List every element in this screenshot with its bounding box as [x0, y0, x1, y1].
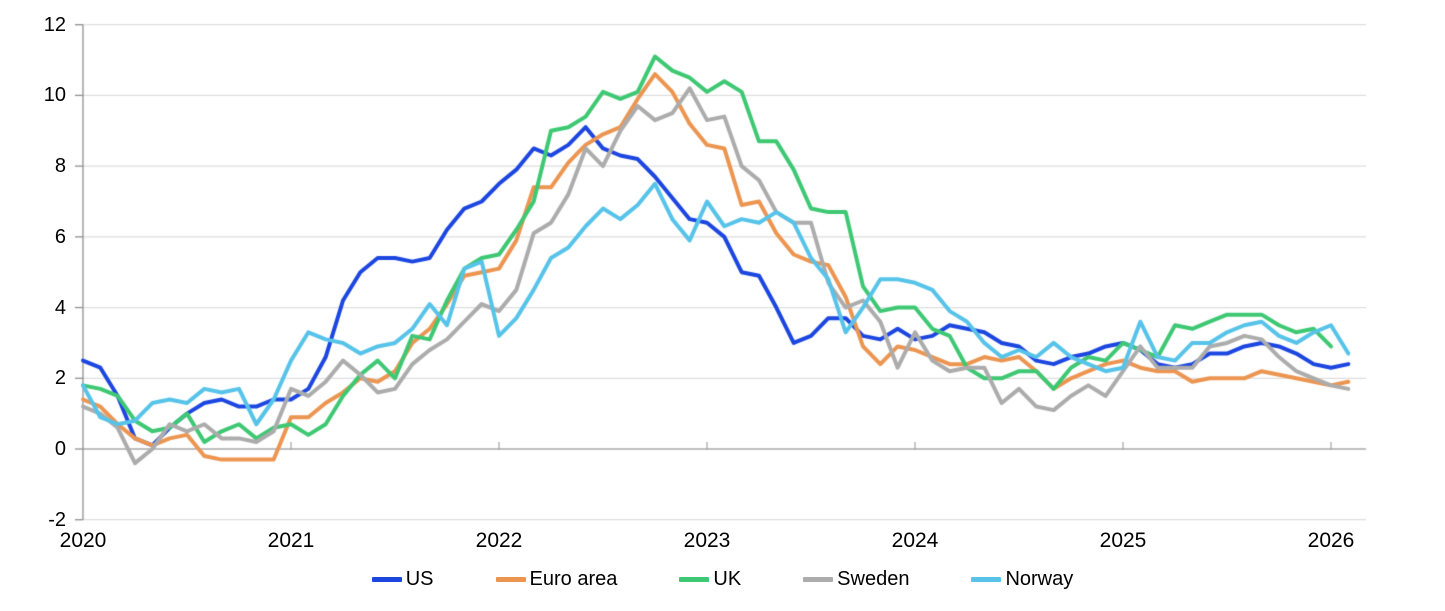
legend-label: Euro area: [529, 568, 618, 590]
y-tick-label: 8: [54, 155, 66, 178]
legend-swatch-icon: [371, 577, 402, 582]
legend-label: US: [405, 568, 434, 590]
y-tick-label: 12: [43, 13, 66, 36]
legend-swatch-icon: [971, 577, 1002, 582]
legend-item-sweden: Sweden: [803, 568, 909, 591]
y-tick-label: -2: [48, 508, 66, 531]
legend-label: UK: [713, 568, 742, 590]
x-tick-label: 2021: [267, 529, 315, 552]
y-tick-label: 0: [54, 438, 66, 460]
x-tick-label: 2023: [683, 529, 731, 552]
x-axis-labels: 2020 2021 2022 2023 2024 2025 2026: [0, 529, 1445, 559]
legend-swatch-icon: [495, 577, 526, 582]
legend-item-uk: UK: [679, 568, 741, 591]
legend-swatch-icon: [803, 577, 834, 582]
legend-label: Norway: [1005, 568, 1074, 590]
y-tick-label: 10: [43, 84, 66, 107]
y-tick-label: 2: [54, 367, 66, 390]
legend-item-euro-area: Euro area: [495, 568, 618, 591]
x-tick-label: 2022: [475, 529, 523, 552]
legend-swatch-icon: [679, 577, 710, 582]
chart-legend: US Euro area UK Sweden Norway: [0, 568, 1445, 591]
y-tick-label: 4: [54, 296, 66, 319]
x-tick-label: 2025: [1099, 529, 1147, 552]
y-axis-labels: 12 10 8 6 4 2 0 -2: [0, 0, 66, 611]
x-tick-label: 2024: [891, 529, 939, 552]
x-tick-label: 2020: [59, 529, 107, 552]
legend-item-us: US: [371, 568, 434, 591]
y-tick-label: 6: [54, 225, 66, 248]
legend-label: Sweden: [837, 568, 910, 590]
legend-item-norway: Norway: [971, 568, 1073, 591]
x-tick-label: 2026: [1307, 529, 1355, 552]
